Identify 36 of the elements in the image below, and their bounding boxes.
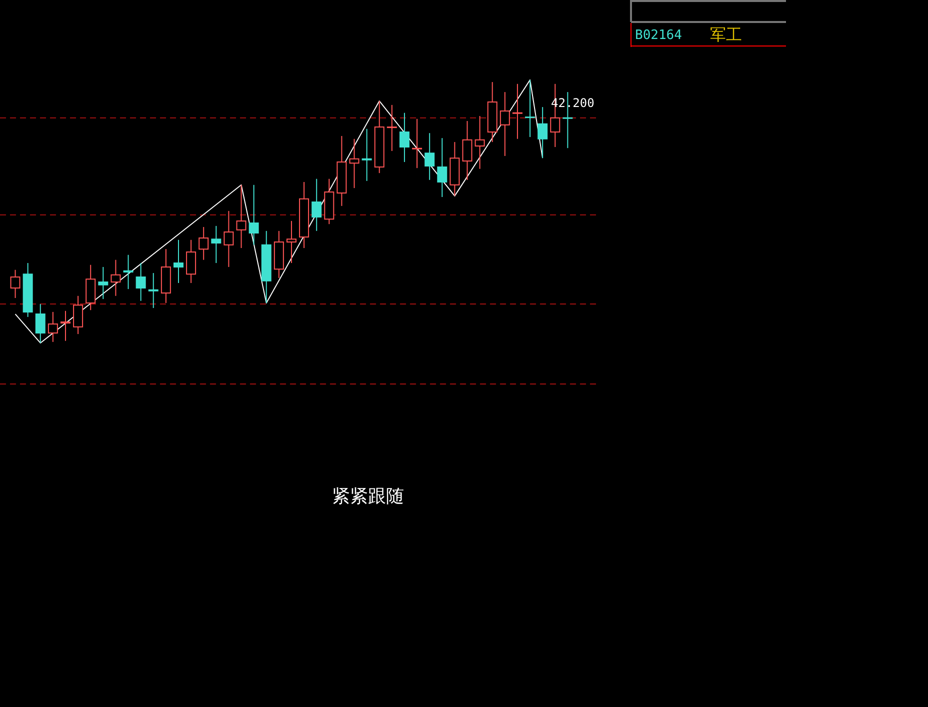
candlestick xyxy=(60,310,70,342)
candlestick xyxy=(474,115,485,170)
candlestick xyxy=(123,254,134,290)
candlestick xyxy=(173,239,184,284)
candlestick xyxy=(10,269,20,299)
candlestick xyxy=(437,138,448,198)
candlestick xyxy=(538,106,548,159)
candlestick xyxy=(424,132,435,180)
candlestick xyxy=(512,83,522,140)
text: 紧紧跟随 xyxy=(332,486,404,507)
candlestick xyxy=(35,304,46,344)
candlestick xyxy=(236,184,246,249)
candlestick xyxy=(148,272,158,308)
candlestick xyxy=(412,118,422,169)
candlestick xyxy=(224,210,234,268)
candlestick xyxy=(186,239,196,284)
candlestick xyxy=(312,178,322,232)
candlestick xyxy=(136,262,146,302)
candlestick xyxy=(399,112,410,163)
candlestick xyxy=(386,104,397,152)
candlestick xyxy=(73,295,84,335)
candlestick xyxy=(48,311,58,342)
candlestick xyxy=(525,79,536,138)
candlestick xyxy=(211,225,222,264)
candlestick xyxy=(500,92,510,156)
candlestick xyxy=(198,226,209,260)
candlestick xyxy=(110,259,121,296)
candlestick xyxy=(286,220,296,264)
text: 军工 xyxy=(710,25,742,44)
text: B02164 xyxy=(635,28,682,43)
candlestick xyxy=(362,128,372,182)
candlestick xyxy=(98,266,108,300)
candlestick xyxy=(349,138,360,189)
candlestick xyxy=(462,120,472,180)
candlestick xyxy=(86,264,96,311)
candlestick xyxy=(248,184,259,246)
